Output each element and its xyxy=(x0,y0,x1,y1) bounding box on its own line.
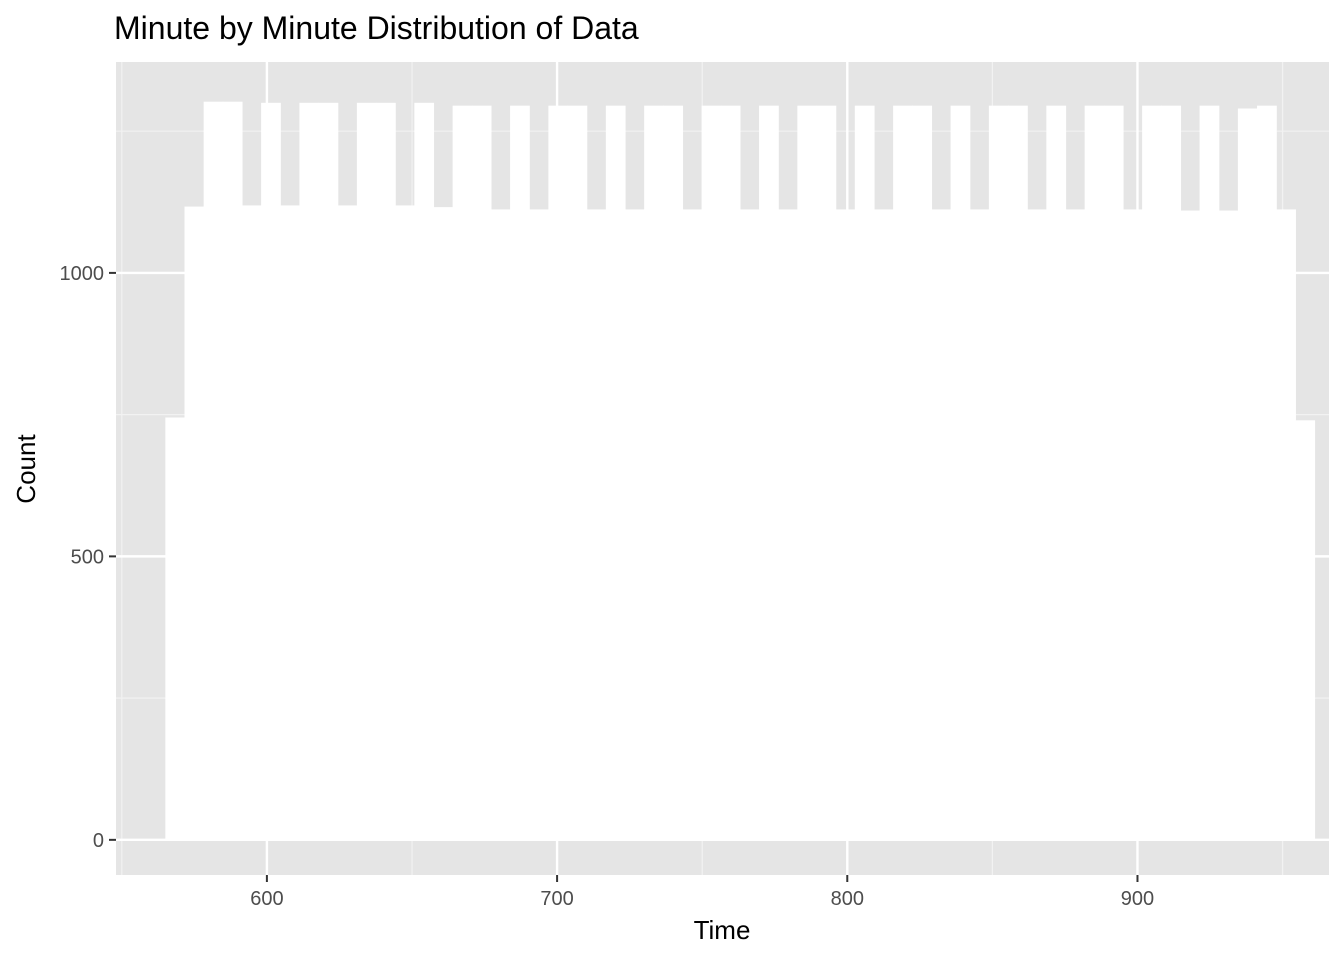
histogram-bar xyxy=(529,209,549,840)
histogram-bar xyxy=(816,105,837,840)
histogram-bar xyxy=(701,105,722,840)
histogram-bar xyxy=(1122,209,1143,840)
histogram-bar xyxy=(395,205,415,840)
histogram-bar xyxy=(739,209,760,840)
histogram-bar xyxy=(797,105,818,840)
histogram-bar xyxy=(280,205,301,840)
y-tick-label: 0 xyxy=(93,830,104,852)
histogram-bar xyxy=(433,207,454,840)
histogram-bar xyxy=(720,105,741,840)
histogram-bar xyxy=(184,206,205,840)
histogram-bar xyxy=(1008,105,1028,840)
histogram-bar xyxy=(605,105,626,840)
histogram-bar xyxy=(893,105,913,840)
histogram-bar xyxy=(471,105,492,840)
histogram-bar xyxy=(1084,105,1105,840)
histogram-bar xyxy=(682,209,703,840)
histogram-bar xyxy=(241,205,262,840)
histogram-bar xyxy=(759,105,779,840)
histogram-bar xyxy=(203,101,224,840)
histogram-bar xyxy=(931,209,952,840)
histogram-bar xyxy=(1046,105,1067,840)
histogram-bar xyxy=(337,205,358,840)
histogram-bar xyxy=(1161,105,1182,840)
histogram-bar xyxy=(663,105,684,840)
histogram-bar xyxy=(586,209,607,840)
histogram-bar xyxy=(835,209,856,840)
histogram-bar xyxy=(414,102,435,840)
histogram-bar xyxy=(318,102,339,840)
histogram-bar xyxy=(548,105,569,840)
histogram-bar xyxy=(1295,420,1316,840)
histogram-bar xyxy=(644,105,664,840)
histogram-bar xyxy=(1065,209,1086,840)
histogram-bar xyxy=(567,105,588,840)
histogram-bar xyxy=(873,209,894,840)
histogram-bar xyxy=(912,105,933,840)
x-axis-title: Time xyxy=(694,915,751,945)
histogram-bar xyxy=(261,102,281,840)
histogram-bar xyxy=(299,102,320,840)
x-tick-label: 900 xyxy=(1121,888,1154,910)
histogram-bar xyxy=(165,417,186,840)
histogram-bar xyxy=(1199,105,1220,840)
histogram-bar xyxy=(1103,105,1124,840)
histogram-bar xyxy=(376,102,396,840)
y-tick-label: 1000 xyxy=(60,263,105,285)
histogram-bar xyxy=(452,105,473,840)
histogram-bar xyxy=(1218,210,1239,840)
histogram-bar xyxy=(1027,209,1047,840)
axes: 600 700 800 900 0 500 1000 xyxy=(60,263,1155,910)
histogram-bar xyxy=(1142,105,1162,840)
histogram-bar xyxy=(854,105,875,840)
histogram-bar xyxy=(1237,108,1258,840)
y-tick-label: 500 xyxy=(71,546,104,568)
histogram-bars xyxy=(165,101,1316,840)
histogram-bar xyxy=(950,105,971,840)
histogram-bar xyxy=(969,209,990,840)
histogram-bar xyxy=(222,101,243,840)
x-tick-label: 800 xyxy=(831,888,864,910)
y-axis-title: Count xyxy=(11,434,41,504)
histogram-bar xyxy=(624,209,645,840)
histogram-bar xyxy=(356,102,377,840)
x-tick-label: 700 xyxy=(540,888,573,910)
histogram-bar xyxy=(490,209,511,840)
histogram-bar xyxy=(1257,105,1277,840)
chart-title: Minute by Minute Distribution of Data xyxy=(114,10,639,46)
histogram-bar xyxy=(778,209,798,840)
histogram-bar xyxy=(988,105,1009,840)
x-tick-label: 600 xyxy=(250,888,283,910)
histogram-bar xyxy=(1180,210,1201,840)
histogram-bar xyxy=(510,105,530,840)
histogram-bar xyxy=(1276,209,1296,840)
